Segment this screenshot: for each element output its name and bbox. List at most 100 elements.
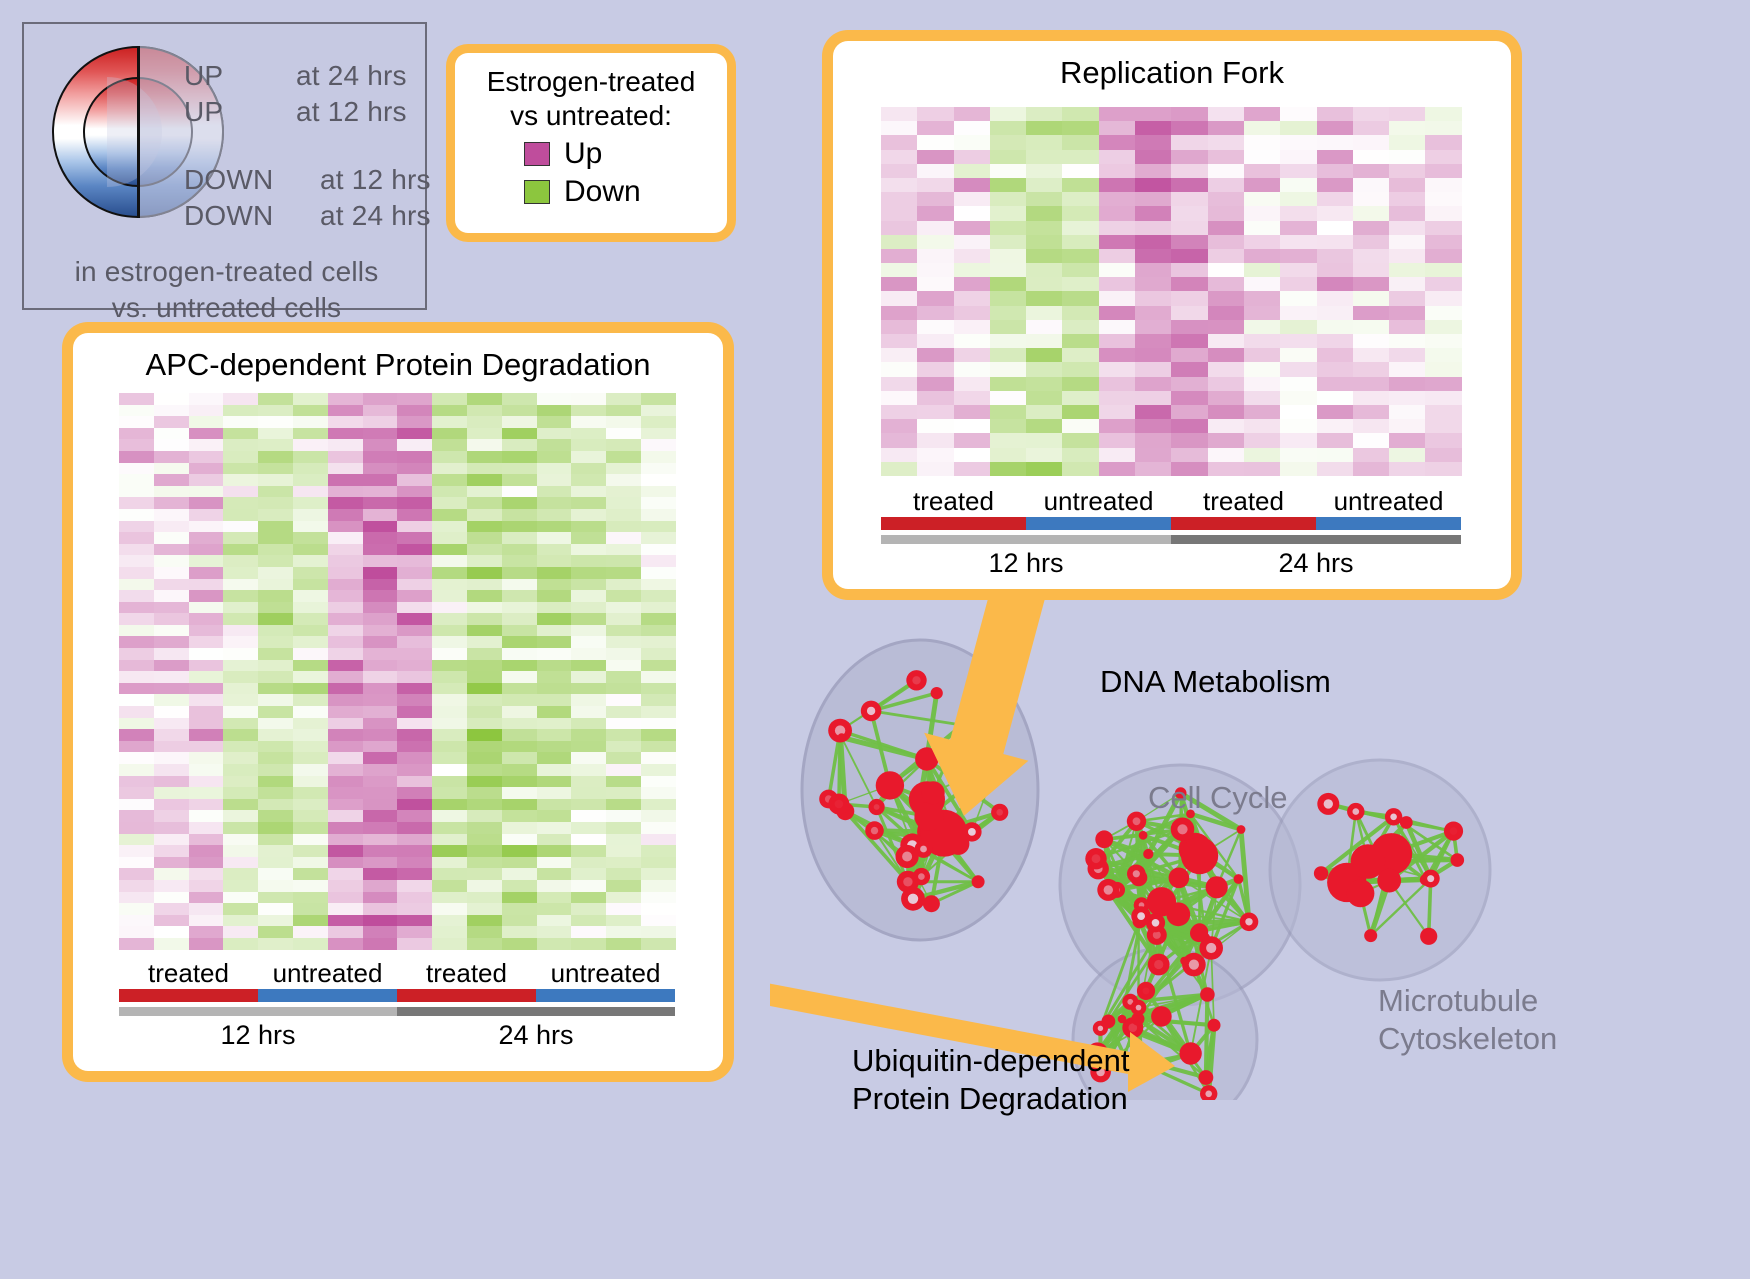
heatmap-cell bbox=[989, 291, 1027, 306]
heatmap-cell bbox=[362, 636, 398, 649]
network-node[interactable] bbox=[921, 781, 945, 805]
network-node[interactable] bbox=[1420, 927, 1438, 945]
network-node[interactable] bbox=[1186, 809, 1195, 819]
network-node[interactable] bbox=[1364, 929, 1378, 943]
network-node[interactable] bbox=[922, 895, 940, 913]
network-node[interactable] bbox=[1233, 874, 1244, 884]
heatmap-cell bbox=[119, 566, 154, 579]
heatmap-cell bbox=[258, 868, 293, 880]
heatmap-cell bbox=[119, 578, 154, 591]
heatmap-cell bbox=[292, 393, 328, 405]
heatmap-cell bbox=[466, 903, 502, 915]
network-node-core bbox=[1152, 930, 1161, 939]
heatmap-cell bbox=[466, 427, 502, 440]
panel-apc-degradation: APC-dependent Protein Degradation treate… bbox=[62, 322, 734, 1082]
network-node[interactable] bbox=[1138, 830, 1148, 840]
network-node-core bbox=[834, 799, 844, 809]
time-label: 12 hrs bbox=[988, 548, 1064, 578]
heatmap-cell bbox=[292, 682, 328, 695]
network-node[interactable] bbox=[1151, 1006, 1172, 1027]
network-node[interactable] bbox=[971, 875, 985, 889]
heatmap-cell bbox=[466, 462, 502, 475]
heatmap-cell bbox=[466, 671, 502, 683]
heatmap-cell bbox=[327, 601, 363, 614]
heatmap-row bbox=[881, 390, 1462, 405]
heatmap-cell bbox=[327, 416, 363, 428]
heatmap-cell bbox=[153, 624, 189, 637]
network-node[interactable] bbox=[1190, 924, 1208, 943]
network-node[interactable] bbox=[1181, 837, 1219, 875]
heatmap-cell bbox=[1098, 149, 1136, 164]
heatmap-cell bbox=[223, 648, 259, 660]
network-node[interactable] bbox=[1450, 853, 1465, 867]
network-node[interactable] bbox=[1399, 816, 1413, 829]
heatmap-row bbox=[119, 926, 676, 938]
network-node[interactable] bbox=[1236, 825, 1246, 834]
heatmap-cell bbox=[397, 671, 433, 683]
heatmap-cell bbox=[119, 903, 154, 915]
heatmap-cell bbox=[1280, 291, 1317, 306]
network-node[interactable] bbox=[1131, 1012, 1145, 1026]
network-node[interactable] bbox=[1095, 830, 1114, 849]
heatmap-cell bbox=[1352, 163, 1390, 178]
heatmap-cell bbox=[536, 590, 572, 602]
network-node[interactable] bbox=[1346, 879, 1375, 908]
heatmap-cell bbox=[640, 624, 676, 637]
heatmap-cell bbox=[258, 520, 293, 533]
network-node[interactable] bbox=[1179, 1042, 1202, 1065]
heatmap-cell bbox=[432, 879, 467, 892]
network-node[interactable] bbox=[1350, 844, 1386, 879]
heatmap-cell bbox=[501, 879, 537, 892]
heatmap-cell bbox=[606, 694, 641, 707]
heatmap-cell bbox=[466, 520, 502, 533]
heatmap-cell bbox=[1280, 419, 1317, 434]
network-node-core bbox=[920, 845, 927, 853]
heatmap-cell bbox=[571, 648, 607, 660]
network-node[interactable] bbox=[915, 747, 939, 771]
heatmap-cell bbox=[536, 717, 572, 730]
network-node[interactable] bbox=[875, 771, 905, 800]
heatmap-cell bbox=[466, 613, 502, 625]
network-node[interactable] bbox=[1101, 1014, 1116, 1029]
network-node[interactable] bbox=[1143, 848, 1154, 860]
network-node[interactable] bbox=[914, 801, 944, 831]
heatmap-cell bbox=[606, 891, 641, 904]
heatmap-cell bbox=[953, 319, 990, 334]
network-node-core bbox=[918, 873, 925, 880]
heatmap-cell bbox=[119, 937, 154, 950]
heatmap-cell bbox=[1389, 390, 1426, 405]
heatmap-cell bbox=[501, 393, 537, 405]
heatmap-cell bbox=[501, 856, 537, 869]
network-node[interactable] bbox=[1168, 867, 1190, 889]
network-node[interactable] bbox=[1205, 876, 1228, 899]
heatmap-cell bbox=[153, 648, 189, 660]
network-node[interactable] bbox=[1180, 956, 1189, 965]
heatmap-cell bbox=[501, 450, 537, 463]
network-node[interactable] bbox=[1117, 1014, 1127, 1024]
heatmap-cell bbox=[258, 752, 293, 764]
heatmap-cell bbox=[397, 636, 433, 649]
network-node-core bbox=[1135, 1004, 1142, 1011]
network-node[interactable] bbox=[930, 687, 943, 700]
heatmap-cell bbox=[397, 485, 433, 498]
network-node[interactable] bbox=[1146, 887, 1177, 917]
network-node[interactable] bbox=[1200, 987, 1215, 1002]
heatmap-cell bbox=[1352, 334, 1390, 349]
network-node[interactable] bbox=[1174, 787, 1187, 799]
heatmap-cell bbox=[258, 937, 293, 950]
heatmap-cell bbox=[1425, 433, 1462, 448]
heatmap-cell bbox=[606, 845, 641, 857]
heatmap-cell bbox=[1243, 348, 1281, 363]
heatmap-row bbox=[119, 787, 676, 799]
heatmap-cell bbox=[1062, 334, 1099, 349]
network-node[interactable] bbox=[1198, 1070, 1214, 1085]
network-node[interactable] bbox=[837, 733, 846, 742]
heatmap-cell bbox=[223, 914, 259, 927]
network-node[interactable] bbox=[1207, 1018, 1221, 1032]
heatmap-cell bbox=[1280, 121, 1317, 136]
heatmap-cell bbox=[466, 578, 502, 591]
network-node[interactable] bbox=[1313, 866, 1329, 881]
network-node[interactable] bbox=[1377, 868, 1402, 893]
panel-replication-fork: Replication Fork treated untreated treated… bbox=[822, 30, 1522, 600]
network-node-core bbox=[1206, 942, 1217, 954]
